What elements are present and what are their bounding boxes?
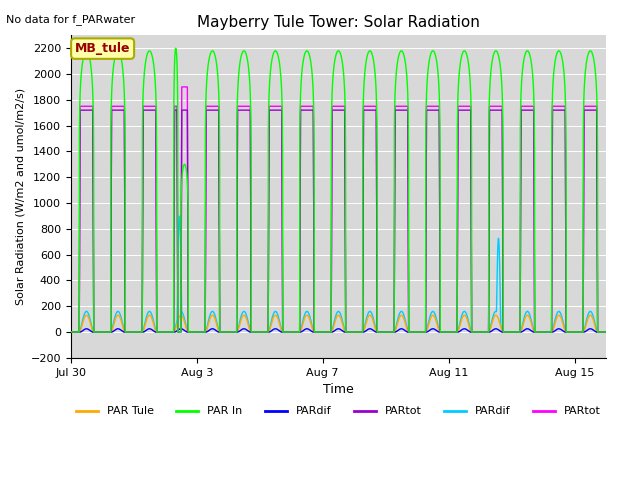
Title: Mayberry Tule Tower: Solar Radiation: Mayberry Tule Tower: Solar Radiation	[197, 15, 480, 30]
Y-axis label: Solar Radiation (W/m2 and umol/m2/s): Solar Radiation (W/m2 and umol/m2/s)	[15, 88, 25, 305]
Legend: PAR Tule, PAR In, PARdif, PARtot, PARdif, PARtot: PAR Tule, PAR In, PARdif, PARtot, PARdif…	[72, 402, 605, 421]
Text: MB_tule: MB_tule	[75, 42, 131, 55]
X-axis label: Time: Time	[323, 383, 354, 396]
Text: No data for f_PARwater: No data for f_PARwater	[6, 14, 136, 25]
